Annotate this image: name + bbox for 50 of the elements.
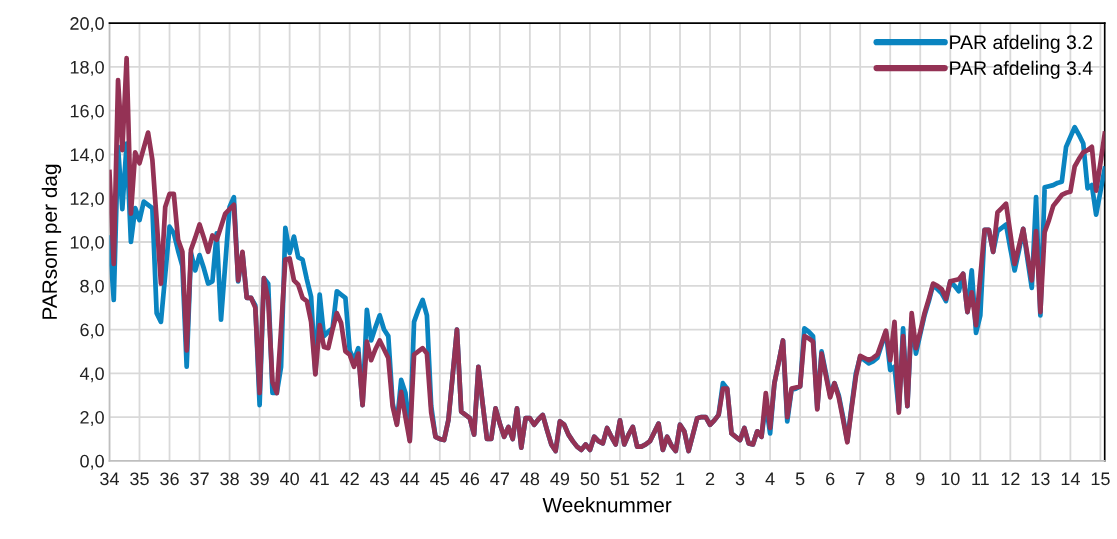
y-tick-label: 6,0 [80, 323, 104, 339]
x-tick-label: 34 [100, 472, 119, 486]
y-tick-label: 2,0 [80, 411, 104, 426]
x-tick-label: 52 [640, 472, 660, 486]
legend-label: PAR afdeling 3.4 [950, 60, 1093, 79]
x-tick-label: 1 [676, 472, 685, 486]
y-tick-label: 20,0 [70, 17, 104, 33]
x-axis-title: Weeknummer [542, 497, 672, 513]
x-tick-label: 15 [1091, 472, 1110, 486]
line-series [109, 55, 1105, 454]
x-tick-label: 13 [1031, 472, 1050, 486]
y-tick-label: 18,0 [70, 60, 104, 76]
x-tick-label: 46 [460, 472, 480, 486]
x-tick-label: 51 [610, 472, 630, 486]
x-tick-label: 49 [550, 472, 570, 486]
x-tick-label: 40 [280, 472, 299, 486]
x-tick-label: 10 [941, 472, 960, 486]
x-tick-label: 41 [310, 472, 329, 486]
x-tick-label: 36 [160, 472, 179, 486]
x-tick-label: 7 [856, 472, 865, 486]
x-tick-label: 6 [826, 472, 835, 486]
y-tick-label: 12,0 [70, 192, 104, 208]
y-tick-label: 8,0 [80, 279, 104, 295]
x-tick-label: 8 [885, 472, 895, 486]
y-axis-title: PARsom per dag [41, 164, 62, 319]
y-tick-label: 0,0 [80, 454, 104, 470]
legend-label: PAR afdeling 3.2 [950, 34, 1093, 53]
x-tick-label: 50 [580, 472, 600, 486]
x-tick-label: 39 [250, 472, 269, 486]
x-tick-label: 3 [735, 472, 745, 486]
y-tick-label: 14,0 [70, 148, 104, 164]
x-tick-label: 5 [795, 472, 805, 486]
x-tick-label: 14 [1061, 472, 1080, 486]
x-tick-label: 37 [190, 472, 209, 486]
x-tick-label: 2 [705, 472, 715, 486]
x-tick-label: 12 [1001, 472, 1020, 486]
x-tick-label: 48 [520, 472, 540, 486]
x-tick-label: 43 [370, 472, 389, 486]
x-tick-label: 38 [220, 472, 239, 486]
x-tick-label: 42 [340, 472, 359, 486]
y-tick-label: 4,0 [79, 367, 104, 383]
x-tick-label: 9 [916, 472, 925, 486]
x-tick-label: 11 [972, 472, 989, 486]
x-tick-label: 4 [765, 472, 775, 486]
x-tick-label: 45 [430, 472, 450, 486]
y-tick-label: 16,0 [70, 104, 104, 120]
x-tick-label: 35 [130, 472, 149, 486]
x-tick-label: 47 [490, 472, 509, 486]
y-tick-label: 10,0 [70, 235, 104, 251]
x-tick-label: 44 [400, 472, 420, 486]
